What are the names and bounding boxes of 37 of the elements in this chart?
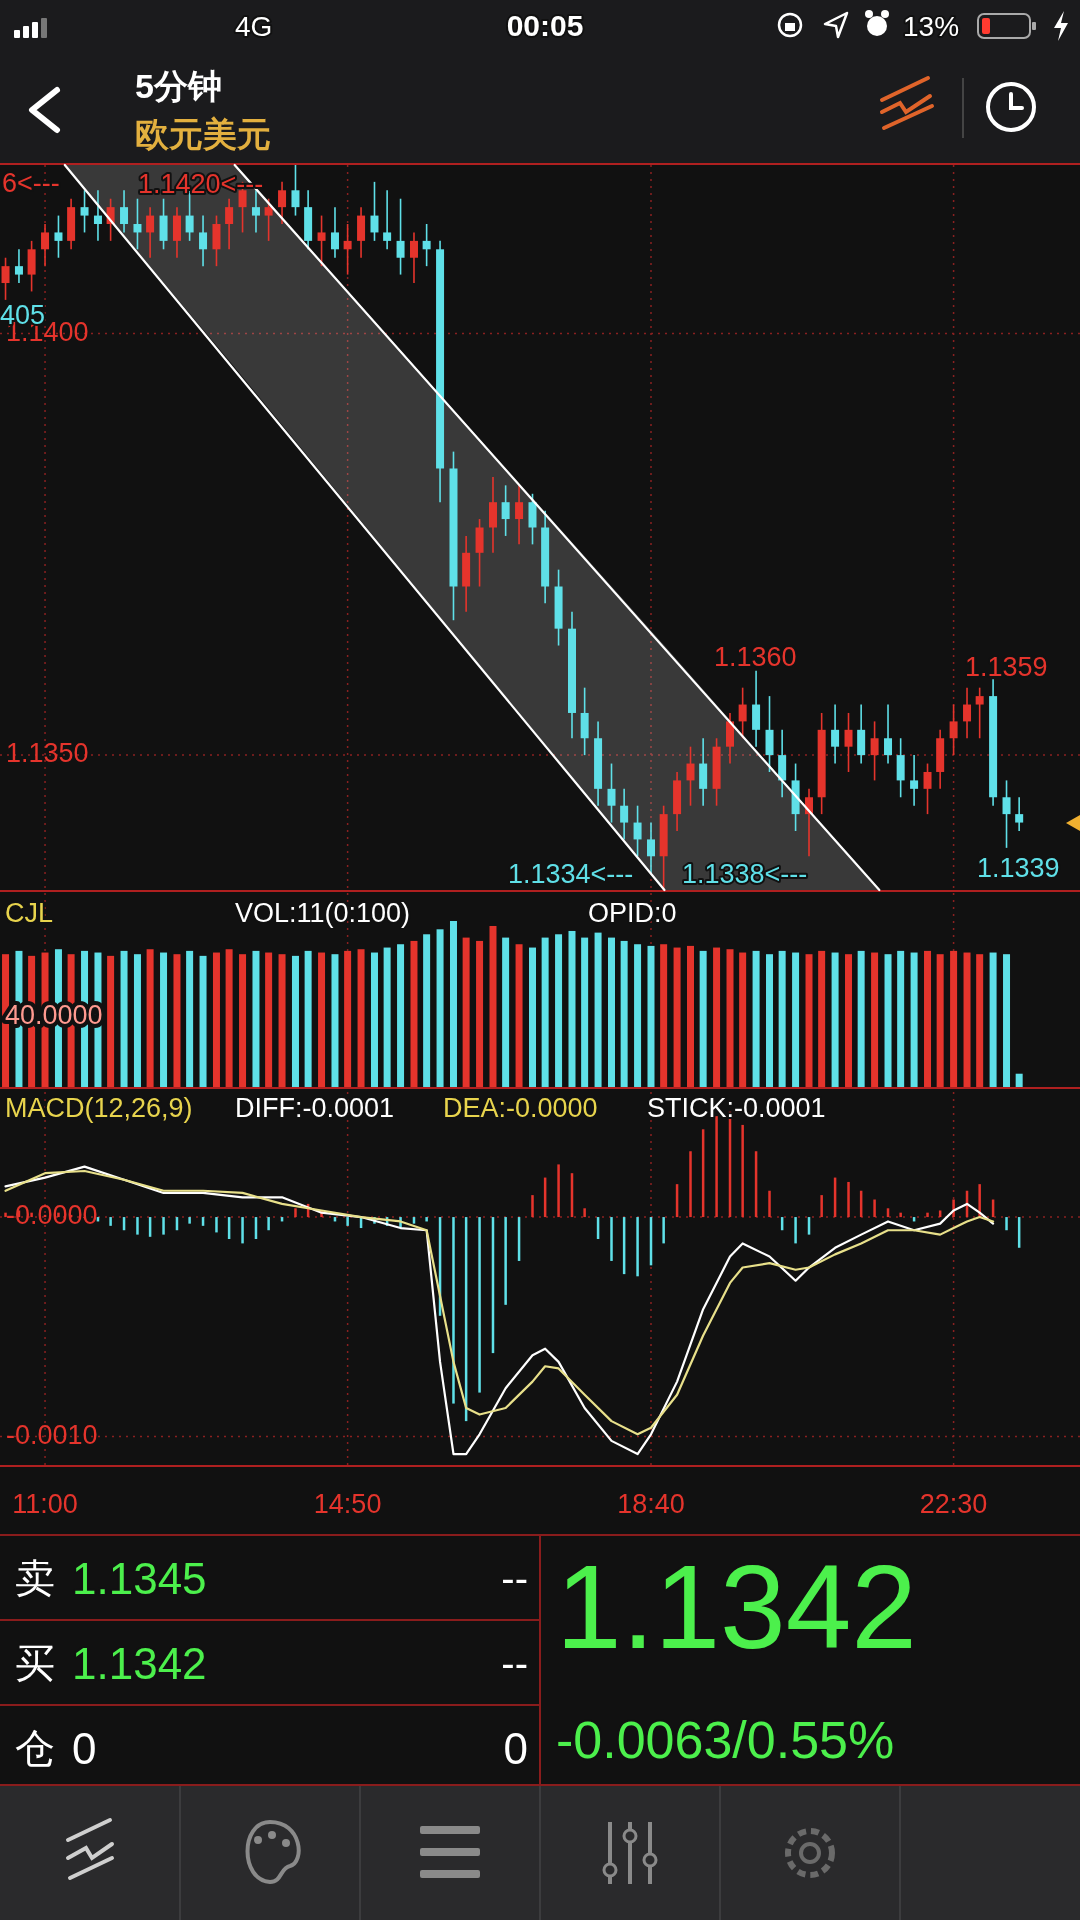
- annotation: 1.1360: [714, 642, 797, 672]
- text: 0: [503, 1724, 528, 1773]
- annotation: DIFF:-0.0001: [235, 1093, 395, 1123]
- text: 卖: [15, 1556, 55, 1600]
- annotation: OPID:0: [588, 898, 677, 928]
- text: 13%: [903, 11, 960, 42]
- x-tick-label: 14:50: [313, 1489, 382, 1519]
- annotation: 1.1338<---: [682, 859, 808, 889]
- chart-subtitle: 欧元美元: [135, 115, 271, 153]
- y-tick-label: -0.0010: [6, 1419, 98, 1450]
- text: 0: [72, 1724, 97, 1773]
- text: 4G: [235, 11, 273, 42]
- annotation: DEA:-0.0000: [443, 1093, 598, 1123]
- annotation: MACD(12,26,9): [5, 1093, 193, 1123]
- text: 00:05: [506, 9, 584, 42]
- x-tick-label: 11:00: [12, 1489, 78, 1519]
- chart-title: 5分钟: [135, 67, 222, 105]
- annotation: VOL:11(0:100): [235, 898, 411, 928]
- text: 1.1342: [72, 1639, 207, 1688]
- text: 仓: [15, 1726, 55, 1770]
- text: --: [501, 1556, 528, 1600]
- text: 1.1342: [556, 1541, 917, 1673]
- annotation: CJL: [5, 898, 54, 928]
- y-tick-label: -0.0000: [6, 1200, 98, 1231]
- annotation: 40.0000: [5, 1000, 103, 1030]
- text: 买: [15, 1641, 55, 1685]
- text: 1.1345: [72, 1554, 207, 1603]
- annotation: 1.1339: [977, 853, 1060, 883]
- annotation: STICK:-0.0001: [647, 1093, 826, 1123]
- annotation: 6<---: [2, 168, 60, 198]
- annotation: 1.1334<---: [508, 859, 634, 889]
- annotation: 1.1359: [965, 652, 1048, 682]
- y-tick-label: 1.1350: [6, 738, 89, 769]
- text: -0.0063/0.55%: [556, 1711, 895, 1769]
- text: --: [501, 1641, 528, 1685]
- x-tick-label: 18:40: [617, 1489, 685, 1519]
- x-tick-label: 22:30: [919, 1489, 988, 1519]
